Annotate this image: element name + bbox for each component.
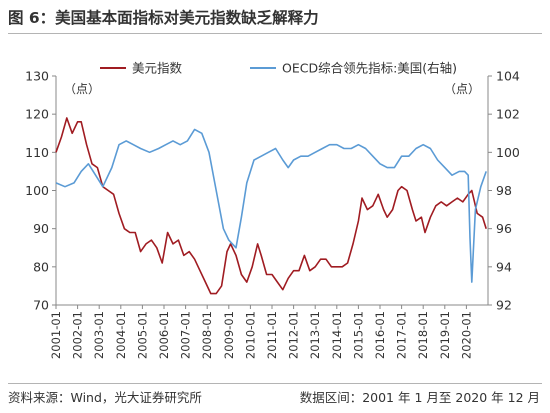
left-tick-label: 80 bbox=[33, 259, 49, 274]
x-tick-label: 2018-01 bbox=[416, 311, 430, 359]
figure-title: 图 6：美国基本面指标对美元指数缺乏解释力 bbox=[8, 9, 319, 27]
usd-index-line bbox=[55, 117, 487, 295]
x-tick-label: 2003-01 bbox=[92, 311, 106, 359]
x-tick-label: 2012-01 bbox=[287, 311, 301, 359]
left-tick-label: 70 bbox=[33, 298, 49, 313]
left-tick-label: 120 bbox=[25, 107, 49, 122]
right-axis-unit: （点） bbox=[444, 82, 480, 96]
x-tick-label: 2013-01 bbox=[308, 311, 322, 359]
footer-rule bbox=[8, 383, 542, 384]
chart: 70 80 90 100 110 120 130 92 94 96 98 100 102 104 （点） （点… bbox=[25, 61, 520, 360]
legend: 美元指数 OECD综合领先指标:美国(右轴) bbox=[100, 61, 457, 76]
title-rule bbox=[8, 33, 542, 34]
oecd-cli-line bbox=[55, 128, 487, 283]
date-range-note: 数据区间：2001 年 1 月至 2020 年 12 月 bbox=[299, 390, 540, 405]
right-tick-label: 104 bbox=[496, 69, 520, 84]
left-axis-unit: （点） bbox=[64, 82, 100, 96]
left-tick-label: 100 bbox=[25, 183, 49, 198]
x-tick-label: 2001-01 bbox=[49, 311, 63, 359]
x-tick-label: 2007-01 bbox=[179, 311, 193, 359]
x-tick-label: 2006-01 bbox=[157, 311, 171, 359]
right-tick-label: 98 bbox=[496, 183, 512, 198]
x-tick-label: 2015-01 bbox=[351, 311, 365, 359]
right-tick-label: 100 bbox=[496, 145, 520, 160]
x-tick-label: 2010-01 bbox=[243, 311, 257, 359]
x-tick-label: 2017-01 bbox=[395, 311, 409, 359]
x-tick-label: 2019-01 bbox=[438, 311, 452, 359]
x-tick-label: 2014-01 bbox=[330, 311, 344, 359]
x-tick-label: 2005-01 bbox=[135, 311, 149, 359]
right-tick-label: 102 bbox=[496, 107, 520, 122]
x-tick-label: 2004-01 bbox=[114, 311, 128, 359]
x-tick-label: 2009-01 bbox=[222, 311, 236, 359]
left-tick-label: 130 bbox=[25, 69, 49, 84]
legend-usd-label: 美元指数 bbox=[132, 61, 183, 76]
right-tick-label: 96 bbox=[496, 221, 512, 236]
series-lines bbox=[55, 117, 487, 295]
right-tick-label: 92 bbox=[496, 298, 512, 313]
x-tick-label: 2011-01 bbox=[265, 311, 279, 359]
left-tick-label: 110 bbox=[25, 145, 49, 160]
right-tick-label: 94 bbox=[496, 259, 512, 274]
axes: 70 80 90 100 110 120 130 92 94 96 98 100 102 104 （点） （点… bbox=[25, 69, 520, 360]
x-tick-label: 2008-01 bbox=[200, 311, 214, 359]
x-tick-label: 2016-01 bbox=[373, 311, 387, 359]
x-tick-label: 2002-01 bbox=[71, 311, 85, 359]
left-tick-label: 90 bbox=[33, 221, 49, 236]
source-note: 资料来源：Wind，光大证券研究所 bbox=[8, 390, 202, 405]
legend-oecd-label: OECD综合领先指标:美国(右轴) bbox=[282, 61, 457, 76]
x-tick-label: 2020-01 bbox=[459, 311, 473, 359]
